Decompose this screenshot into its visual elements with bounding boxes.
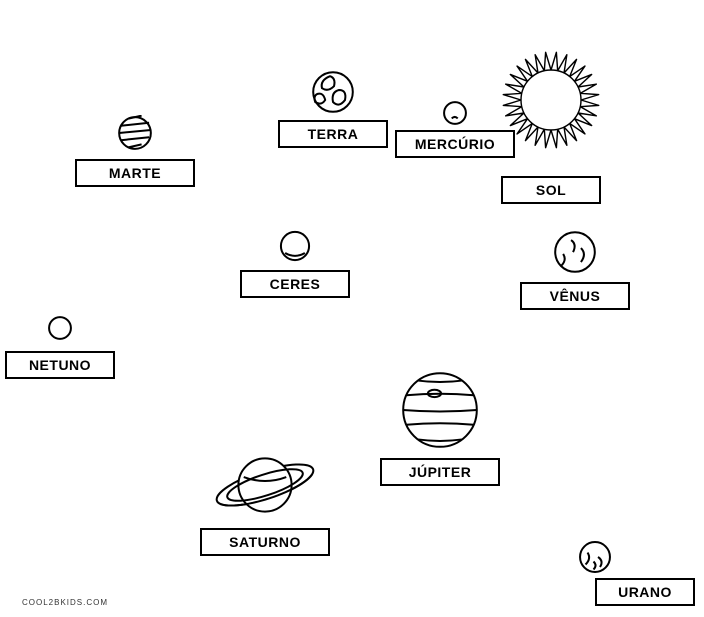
terra-icon xyxy=(278,70,388,114)
terra-label: TERRA xyxy=(278,120,388,148)
ceres-label: CERES xyxy=(240,270,350,298)
jupiter-label: JÚPITER xyxy=(380,458,500,486)
netuno-icon xyxy=(5,315,115,341)
netuno-label: NETUNO xyxy=(5,351,115,379)
saturno-icon xyxy=(200,450,330,520)
body-netuno: NETUNO xyxy=(5,315,115,379)
body-sol: SOL xyxy=(501,30,601,204)
mercurio-label: MERCÚRIO xyxy=(395,130,515,158)
diagram-canvas: COOL2BKIDS.COM SOL TERRAMERCÚRIO MARTE CERE… xyxy=(0,0,704,617)
mercurio-icon xyxy=(395,100,515,126)
body-saturno: SATURNO xyxy=(200,450,330,556)
body-venus: VÊNUS xyxy=(520,230,630,310)
sol-label: SOL xyxy=(501,176,601,204)
sol-icon xyxy=(501,30,601,170)
body-marte: MARTE xyxy=(75,115,195,187)
watermark: COOL2BKIDS.COM xyxy=(22,598,108,607)
marte-label: MARTE xyxy=(75,159,195,187)
body-mercurio: MERCÚRIO xyxy=(395,100,515,158)
ceres-icon xyxy=(240,230,350,262)
urano-label: URANO xyxy=(595,578,695,606)
jupiter-icon xyxy=(380,370,500,450)
body-urano: URANO xyxy=(545,540,645,606)
venus-icon xyxy=(520,230,630,274)
saturno-label: SATURNO xyxy=(200,528,330,556)
body-terra: TERRA xyxy=(278,70,388,148)
marte-icon xyxy=(75,115,195,151)
body-ceres: CERES xyxy=(240,230,350,298)
urano-icon xyxy=(545,540,645,574)
venus-label: VÊNUS xyxy=(520,282,630,310)
body-jupiter: JÚPITER xyxy=(380,370,500,486)
